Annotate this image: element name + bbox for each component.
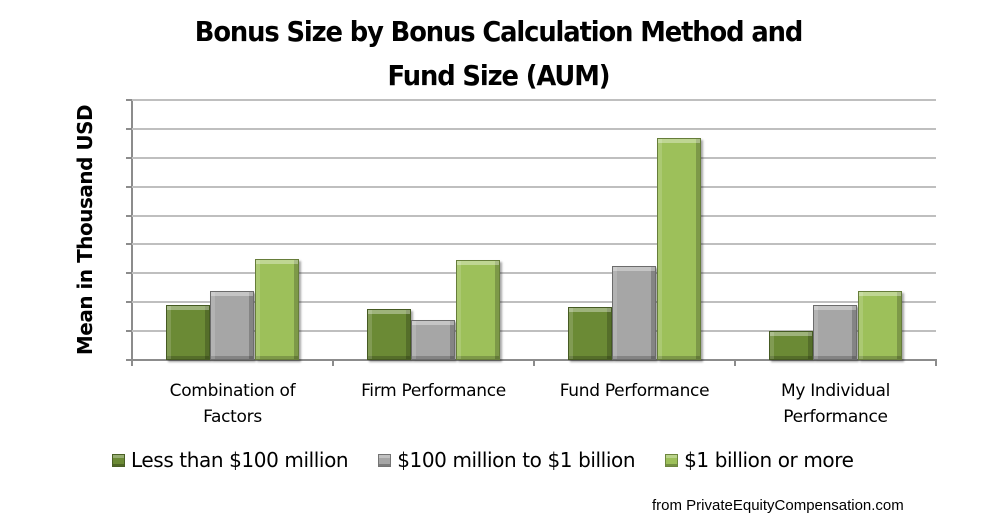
y-axis bbox=[131, 100, 133, 365]
chart-title: Bonus Size by Bonus Calculation Method a… bbox=[40, 10, 957, 98]
y-tick bbox=[126, 214, 132, 217]
x-axis-category-label: Fund Performance bbox=[559, 381, 710, 401]
y-tick bbox=[126, 301, 132, 304]
legend-label: $100 million to $1 billion bbox=[397, 448, 636, 472]
legend-swatch-icon bbox=[665, 453, 679, 467]
y-tick bbox=[126, 359, 132, 361]
bar bbox=[411, 319, 456, 360]
gridline bbox=[132, 185, 936, 188]
legend-item: Less than $100 million bbox=[112, 448, 349, 472]
bar bbox=[366, 309, 411, 360]
bar bbox=[612, 266, 657, 360]
y-tick bbox=[126, 127, 132, 130]
x-axis-category-label: Firm Performance bbox=[361, 381, 506, 401]
bar bbox=[857, 290, 902, 360]
x-tick bbox=[533, 359, 535, 366]
y-tick bbox=[126, 330, 132, 333]
x-tick bbox=[935, 359, 937, 366]
gridline bbox=[132, 99, 936, 101]
bar bbox=[210, 290, 255, 360]
y-axis-label: Mean in Thousand USD bbox=[73, 104, 97, 356]
gridline bbox=[132, 301, 936, 304]
bar bbox=[254, 258, 299, 360]
y-tick bbox=[126, 156, 132, 159]
legend: Less than $100 million $100 million to $1… bbox=[112, 448, 884, 472]
gridline bbox=[132, 243, 936, 246]
x-tick bbox=[131, 359, 133, 366]
legend-label: $1 billion or more bbox=[684, 448, 854, 472]
legend-label: Less than $100 million bbox=[131, 448, 349, 472]
x-axis-category-label: My Individual Performance bbox=[780, 381, 891, 427]
plot-area bbox=[126, 99, 937, 366]
legend-swatch-icon bbox=[378, 453, 392, 467]
x-axis-category-label: Combination of Factors bbox=[169, 381, 296, 427]
chart-title-line-1: Bonus Size by Bonus Calculation Method a… bbox=[194, 15, 803, 48]
gridline bbox=[132, 127, 936, 130]
bar bbox=[455, 260, 500, 360]
x-tick bbox=[332, 359, 334, 366]
gridline bbox=[132, 214, 936, 217]
legend-item: $1 billion or more bbox=[665, 448, 854, 472]
gridline bbox=[132, 156, 936, 159]
bar bbox=[768, 331, 813, 360]
bar bbox=[813, 305, 858, 360]
y-tick bbox=[126, 243, 132, 246]
y-tick bbox=[126, 99, 132, 101]
x-tick bbox=[734, 359, 736, 366]
source-credit: from PrivateEquityCompensation.com bbox=[652, 497, 904, 514]
bar bbox=[656, 137, 701, 360]
chart-title-line-2: Fund Size (AUM) bbox=[387, 59, 611, 92]
gridline bbox=[132, 330, 936, 333]
legend-swatch-icon bbox=[112, 453, 125, 467]
bar bbox=[165, 305, 210, 360]
y-tick bbox=[126, 272, 132, 275]
legend-item: $100 million to $1 billion bbox=[378, 448, 636, 472]
gridline bbox=[132, 272, 936, 275]
y-tick bbox=[126, 185, 132, 188]
bar bbox=[567, 306, 612, 360]
